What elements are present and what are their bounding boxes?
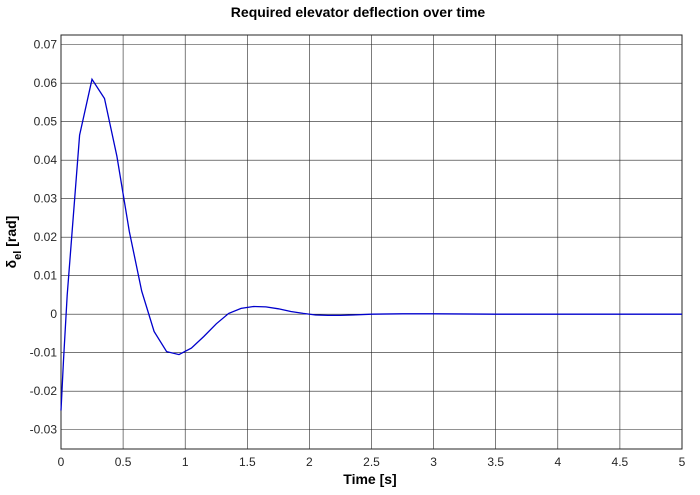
y-tick-labels: -0.03 -0.02 -0.01 0 0.01 0.02 0.03 0.04 0.05 0.06…	[30, 38, 58, 437]
y-axis-label-subscript: el	[12, 251, 24, 260]
y-axis-label-symbol: δ	[3, 260, 19, 269]
x-axis-label: Time [s]	[343, 471, 396, 487]
deflection-series-line	[60, 77, 682, 411]
y-axis-label-unit: [rad]	[3, 216, 19, 251]
grid	[60, 35, 683, 449]
x-tick-label: 0.5	[115, 455, 132, 469]
y-tick-label: 0.02	[34, 230, 58, 244]
x-tick-label: 3	[430, 455, 437, 469]
y-tick-label: 0.07	[34, 38, 58, 52]
plot-frame	[60, 34, 683, 450]
y-tick-label: -0.02	[30, 384, 58, 398]
x-tick-label: 0	[58, 455, 65, 469]
x-tick-label: 1.5	[239, 455, 256, 469]
chart-title: Required elevator deflection over time	[231, 4, 486, 20]
y-tick-label: 0.06	[34, 76, 58, 90]
y-tick-label: 0.01	[34, 269, 58, 283]
y-tick-label: 0.04	[34, 153, 58, 167]
y-tick-label: -0.01	[30, 346, 58, 360]
x-tick-label: 3.5	[487, 455, 504, 469]
y-tick-label: -0.03	[30, 423, 58, 437]
y-tick-label: 0.05	[34, 115, 58, 129]
x-tick-label: 2	[306, 455, 313, 469]
x-tick-label: 4	[554, 455, 561, 469]
y-tick-label: 0	[50, 307, 57, 321]
x-tick-label: 1	[182, 455, 189, 469]
y-tick-label: 0.03	[34, 192, 58, 206]
x-tick-label: 4.5	[612, 455, 629, 469]
x-tick-labels: 0 0.5 1 1.5 2 2.5 3 3.5 4 4.5 5	[58, 455, 686, 469]
y-axis-label: δel [rad]	[3, 216, 24, 269]
x-tick-label: 2.5	[363, 455, 380, 469]
x-tick-label: 5	[679, 455, 686, 469]
